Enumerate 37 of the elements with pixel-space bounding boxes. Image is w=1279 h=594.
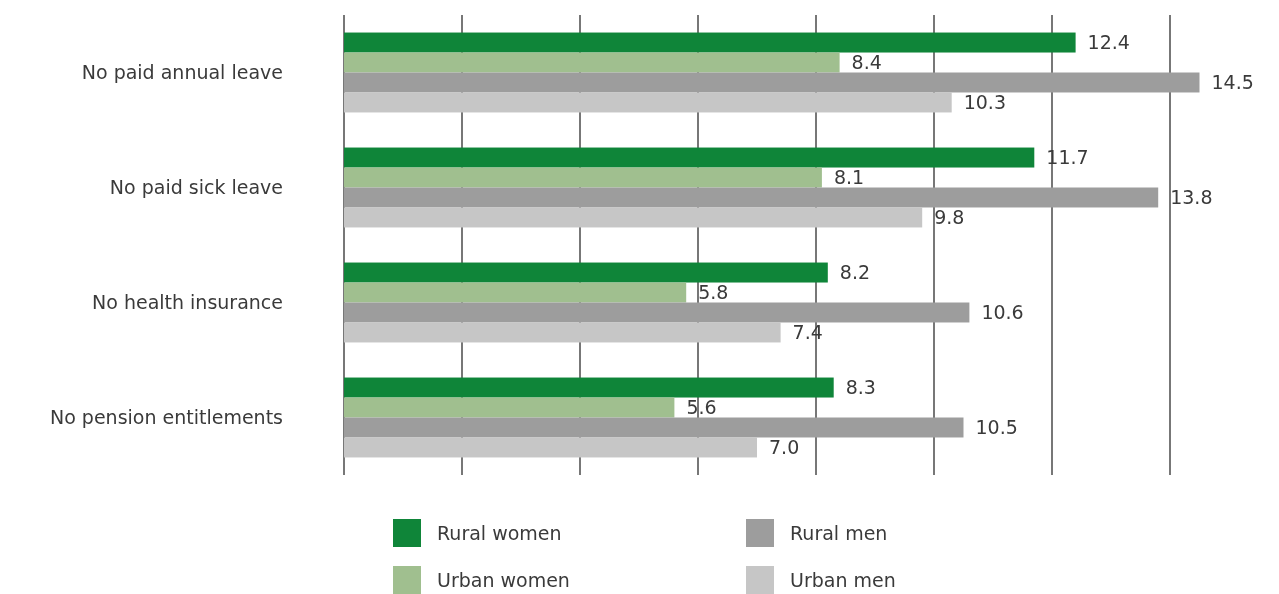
bar (344, 377, 834, 398)
legend-label: Rural men (790, 521, 888, 544)
bar (344, 322, 781, 343)
bar (344, 32, 1076, 53)
data-label: 10.3 (963, 91, 1007, 114)
bar (344, 417, 964, 438)
data-label: 8.1 (833, 166, 865, 189)
data-label: 12.4 (1087, 31, 1130, 54)
bar (344, 437, 757, 458)
bar (344, 147, 1035, 168)
bar (344, 282, 687, 303)
y-tick-label: No health insurance (92, 291, 283, 314)
data-label: 5.8 (698, 281, 729, 304)
data-label: 10.5 (975, 416, 1018, 439)
data-label: 8.3 (845, 376, 876, 399)
data-label: 7.0 (769, 436, 800, 459)
bar (344, 397, 675, 418)
legend-label: Rural women (437, 521, 562, 544)
data-label: 8.4 (851, 51, 882, 74)
data-label: 9.8 (934, 206, 965, 229)
y-tick-label: No paid annual leave (81, 61, 283, 84)
bar (344, 262, 828, 283)
bar (344, 72, 1200, 93)
data-label: 10.6 (981, 301, 1024, 324)
data-label: 8.2 (839, 261, 871, 284)
y-tick-label: No paid sick leave (109, 176, 283, 199)
bar (344, 92, 952, 113)
bar (344, 207, 923, 228)
bar (344, 302, 970, 323)
legend-label: Urban men (790, 568, 896, 591)
data-label: 14.5 (1211, 71, 1254, 94)
data-label: 13.8 (1170, 186, 1213, 209)
bar (344, 167, 822, 188)
bar (344, 52, 840, 73)
bar (344, 187, 1159, 208)
y-tick-label: No pension entitlements (49, 406, 283, 429)
legend-label: Urban women (437, 568, 570, 591)
